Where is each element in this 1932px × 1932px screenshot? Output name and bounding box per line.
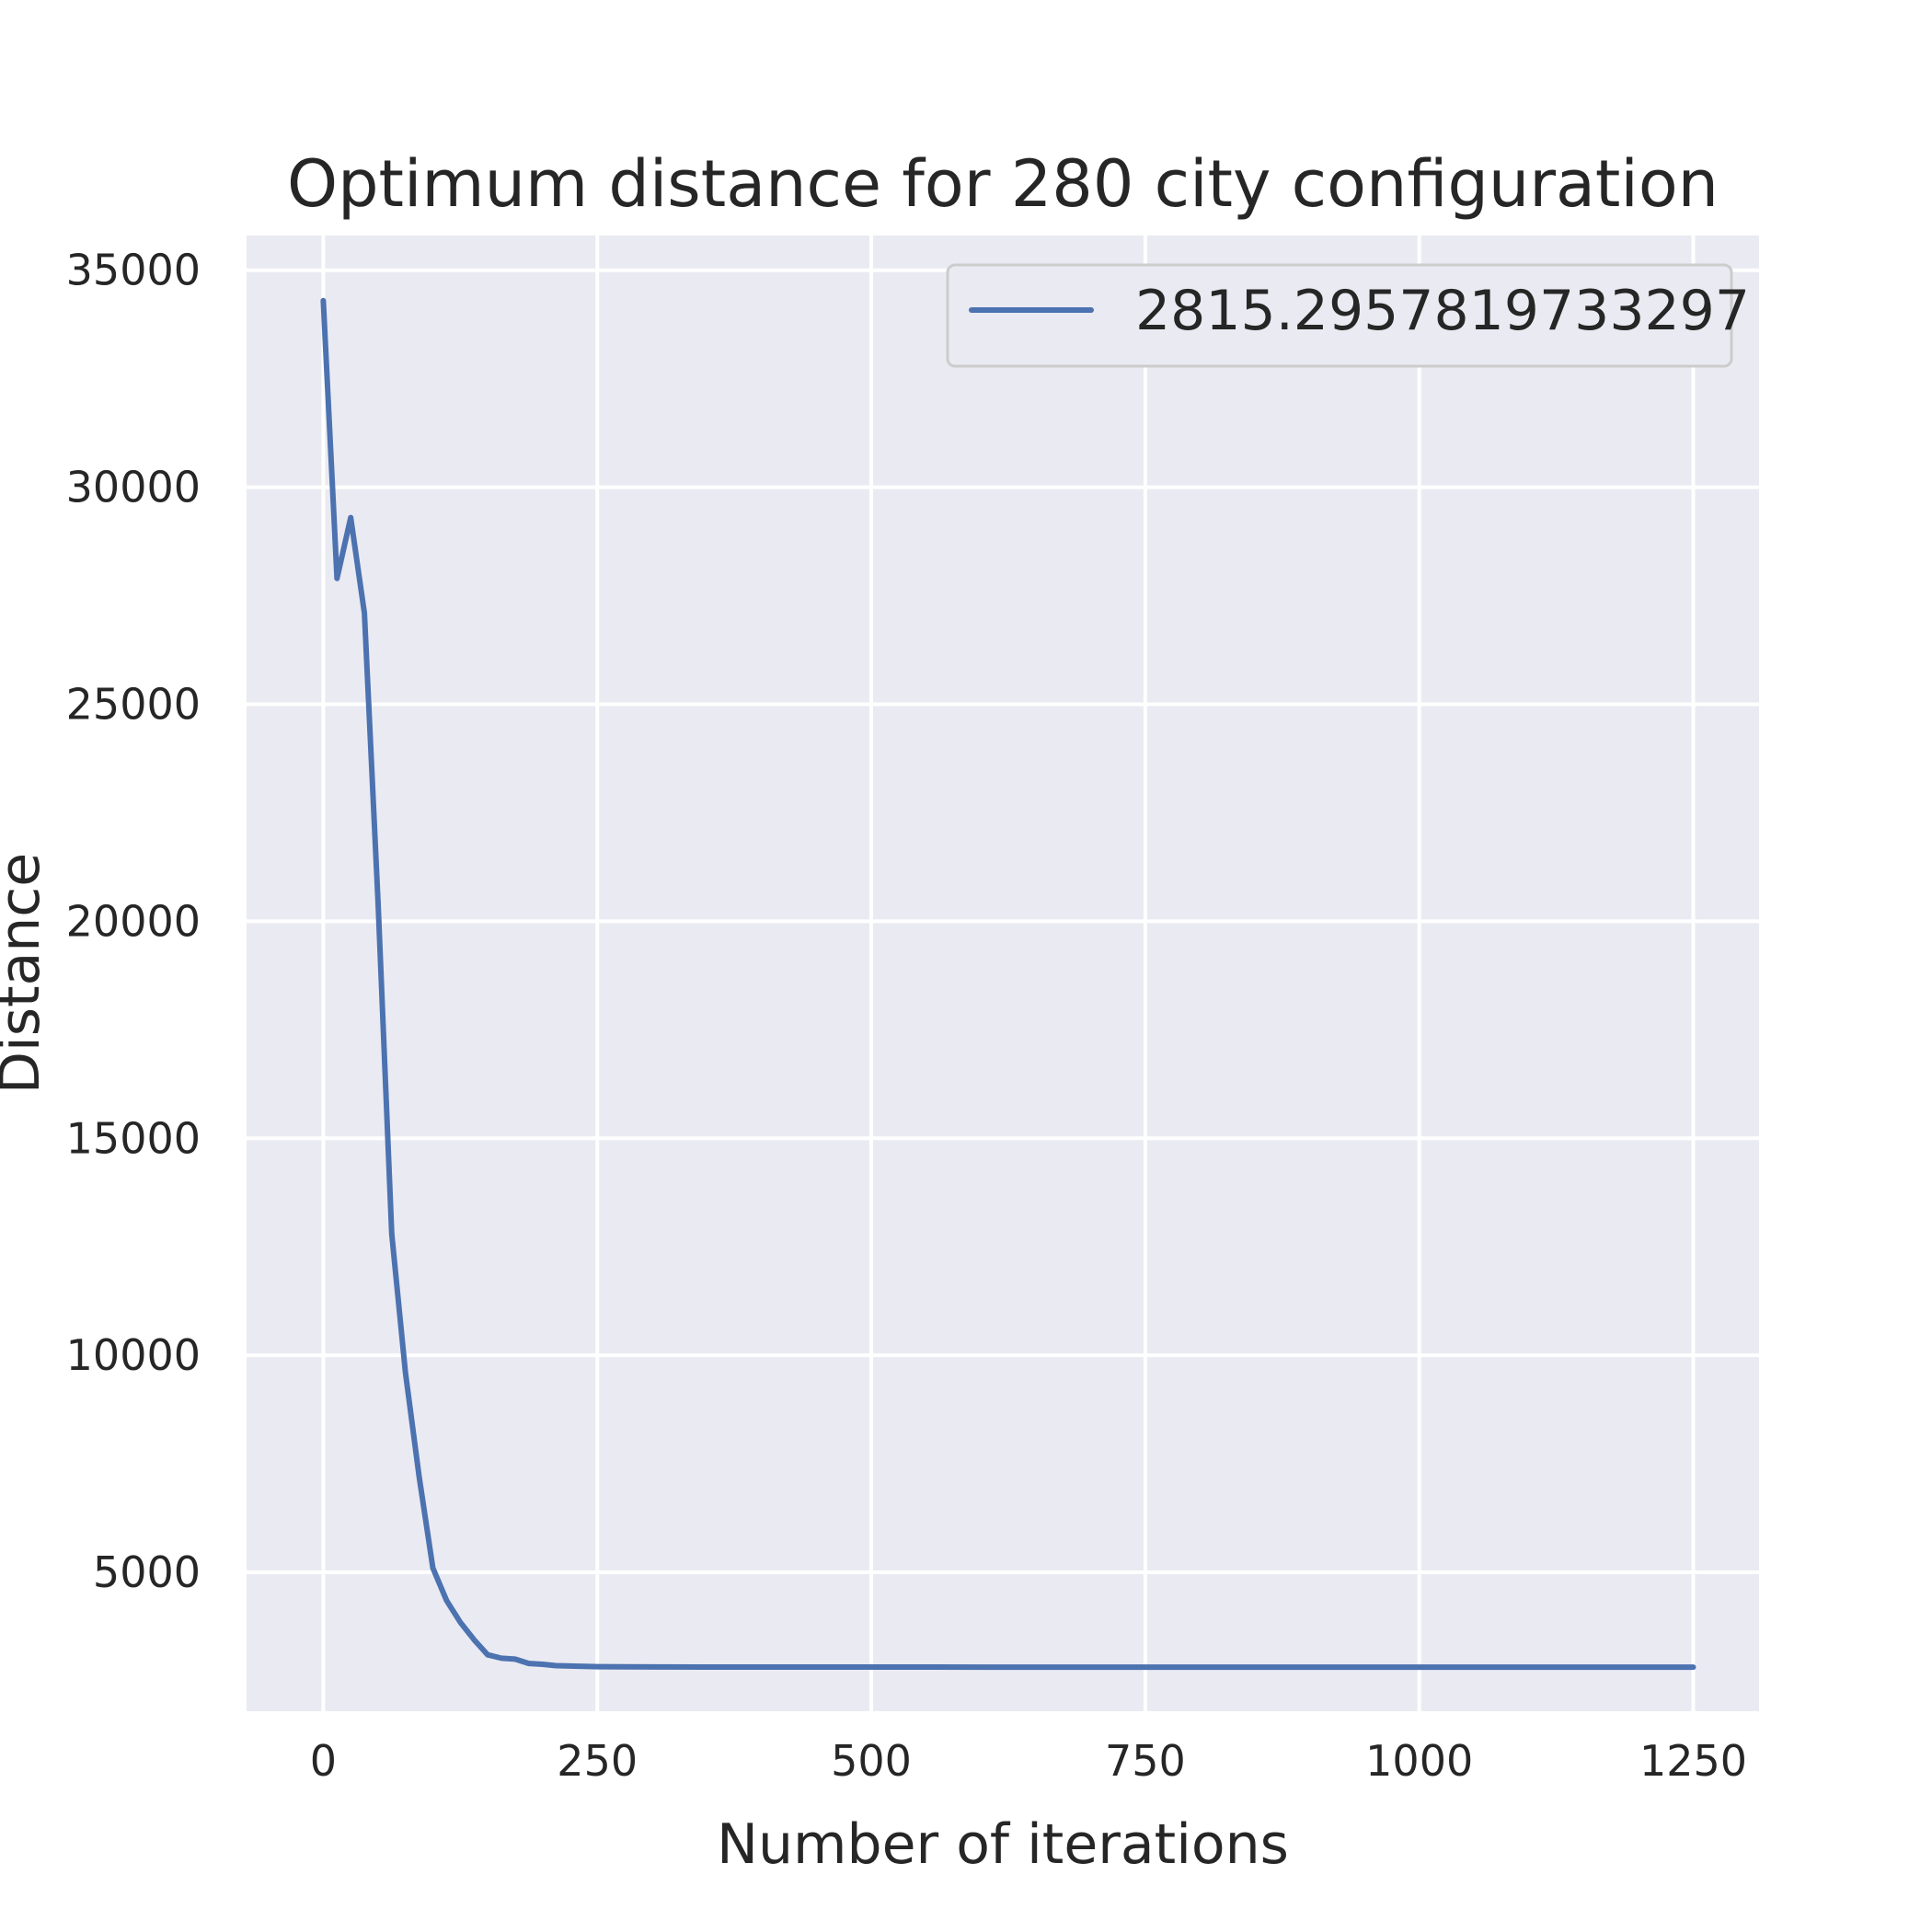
legend-box	[946, 263, 1733, 368]
x-axis-label: Number of iterations	[717, 1812, 1289, 1877]
plot-background	[247, 236, 1759, 1711]
legend-entry-label: 2815.2957819733297	[1135, 279, 1750, 343]
x-tick-label: 1250	[1639, 1736, 1747, 1786]
y-tick-label: 25000	[66, 680, 201, 730]
y-tick-label: 20000	[66, 896, 201, 946]
x-tick-labels: 0 250 500 750 1000 1250	[310, 1736, 1747, 1786]
y-tick-labels: 5000 10000 15000 20000 25000 30000 35000	[66, 246, 201, 1597]
series-line	[320, 297, 1696, 1671]
y-tick-label: 5000	[93, 1547, 201, 1597]
x-tick-label: 500	[831, 1736, 912, 1786]
y-tick-label: 30000	[66, 463, 201, 512]
x-tick-label: 750	[1105, 1736, 1186, 1786]
x-tick-label: 0	[310, 1736, 337, 1786]
y-tick-label: 15000	[66, 1113, 201, 1163]
x-tick-label: 250	[557, 1736, 638, 1786]
series-layer	[320, 297, 1696, 1671]
y-tick-label: 35000	[66, 246, 201, 295]
y-axis-label: Distance	[0, 853, 52, 1094]
y-tick-label: 10000	[66, 1330, 201, 1380]
x-tick-label: 1000	[1365, 1736, 1473, 1786]
legend: 2815.2957819733297	[946, 263, 1750, 368]
chart-title: Optimum distance for 280 city configurat…	[287, 146, 1719, 222]
